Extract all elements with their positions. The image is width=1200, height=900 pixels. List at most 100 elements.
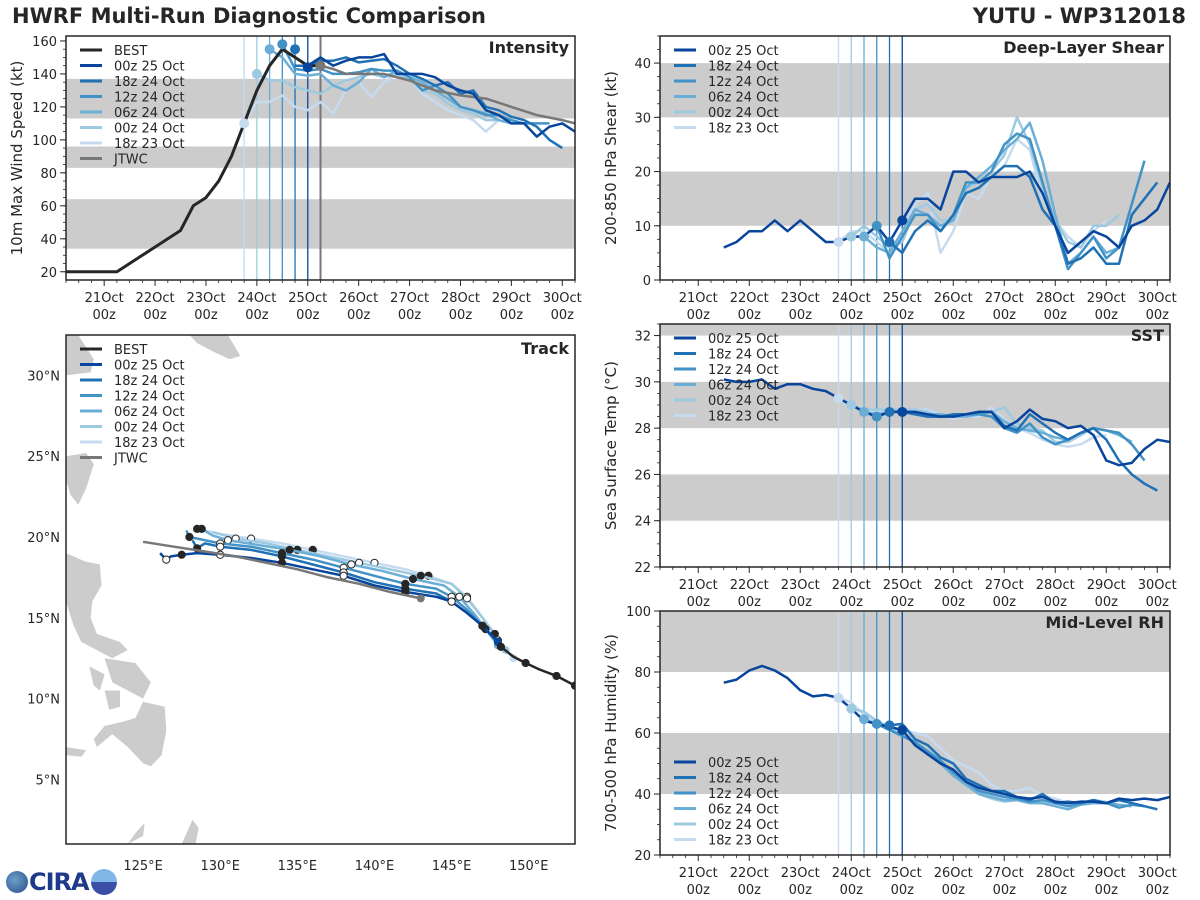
init-marker [833,393,844,404]
legend-label: 12z 24 Oct [708,75,779,90]
track-start-marker [571,681,575,690]
init-marker [833,692,844,703]
lon-tick-label: 145°E [432,859,472,874]
track-position-marker [447,597,456,606]
figure-title: HWRF Multi-Run Diagnostic Comparison [12,4,487,28]
x-tick-label: 00z [551,308,575,323]
y-tick-label: 60 [40,200,57,215]
init-marker [897,406,908,417]
track-position-marker [216,542,225,551]
legend-label: 18z 24 Oct [114,75,185,90]
legend-label: JTWC [113,153,148,168]
legend-label: 18z 24 Oct [114,374,185,389]
x-tick-label: 29Oct [492,291,531,306]
y-tick-label: 24 [634,515,651,530]
x-tick-label: 26Oct [934,291,973,306]
track-position-marker [339,571,348,580]
x-tick-label: 27Oct [985,866,1024,881]
y-tick-label: 120 [32,101,57,116]
x-tick-label: 21Oct [85,291,124,306]
init-marker [833,237,844,248]
x-tick-label: 22Oct [730,866,769,881]
lon-tick-label: 140°E [355,859,395,874]
init-marker [871,220,882,231]
track-position-marker [197,524,206,534]
x-tick-label: 27Oct [390,291,429,306]
legend-label: 00z 25 Oct [708,332,779,347]
land-mass [66,747,87,757]
x-tick-label: 00z [687,308,711,323]
land-mass [104,658,151,699]
x-tick-label: 22Oct [730,291,769,306]
x-tick-label: 00z [500,308,524,323]
x-tick-label: 25Oct [883,291,922,306]
y-tick-label: 140 [32,68,57,83]
legend-label: 00z 25 Oct [114,60,185,75]
init-marker [315,60,326,71]
init-marker [251,68,262,79]
y-axis-label: 700-500 hPa Humidity (%) [602,634,620,832]
x-tick-label: 24Oct [832,291,871,306]
panel-rh: 20 40 60 80 100 21Oct 00z 22Oct 00z 23Oct 00z 24Oct… [602,605,1177,898]
x-tick-label: 28Oct [1036,578,1075,593]
init-marker [846,400,857,410]
land-mass [66,335,94,376]
plot-area [66,36,575,280]
x-tick-label: 25Oct [288,291,327,306]
x-tick-label: 28Oct [441,291,480,306]
x-tick-label: 00z [347,308,371,323]
y-tick-label: 30 [634,111,651,126]
land-mass [66,553,128,659]
x-tick-label: 00z [1146,595,1170,610]
lon-tick-label: 125°E [123,859,163,874]
legend-label: 18z 24 Oct [708,772,779,787]
init-marker [897,215,908,226]
track-position-marker [177,550,186,559]
y-tick-label: 80 [40,167,57,182]
storm-id-title: YUTU - WP312018 [972,4,1186,28]
lat-tick-label: 10°N [27,693,60,708]
x-tick-label: 00z [840,308,864,323]
threshold-band [660,63,1170,118]
legend-label: 06z 24 Oct [114,106,185,121]
x-tick-label: 25Oct [883,866,922,881]
series-line-18z-24-oct [295,56,563,150]
x-tick-label: 00z [891,308,915,323]
init-marker [871,718,882,729]
x-tick-label: 00z [789,308,813,323]
x-tick-label: 21Oct [679,291,718,306]
x-tick-label: 28Oct [1036,866,1075,881]
x-tick-label: 23Oct [186,291,225,306]
y-tick-label: 40 [40,233,57,248]
init-marker [884,237,895,248]
y-axis-label: 10m Max Wind Speed (kt) [8,61,26,256]
series-line-00z-25-oct [723,664,1170,805]
x-tick-label: 29Oct [1087,578,1126,593]
threshold-band [660,324,1170,336]
series-line-00z-25-oct [723,170,1170,255]
lat-tick-label: 15°N [27,612,60,627]
x-tick-label: 00z [942,883,966,898]
x-tick-label: 24Oct [237,291,276,306]
map-area [66,335,575,844]
init-marker [897,724,908,735]
legend-label: 18z 23 Oct [708,410,779,425]
x-tick-label: 22Oct [730,578,769,593]
legend-label: 12z 24 Oct [708,787,779,802]
x-tick-label: 00z [1095,308,1119,323]
x-tick-label: 26Oct [339,291,378,306]
legend-label: 00z 24 Oct [708,394,779,409]
init-marker [871,411,882,422]
legend-label: 18z 23 Oct [114,436,185,451]
x-tick-label: 00z [993,308,1017,323]
x-tick-label: 00z [891,883,915,898]
y-tick-label: 32 [634,330,651,345]
threshold-band [660,381,1170,429]
land-mass [104,690,120,710]
x-tick-label: 29Oct [1087,291,1126,306]
x-tick-label: 27Oct [985,291,1024,306]
y-tick-label: 160 [32,35,57,50]
